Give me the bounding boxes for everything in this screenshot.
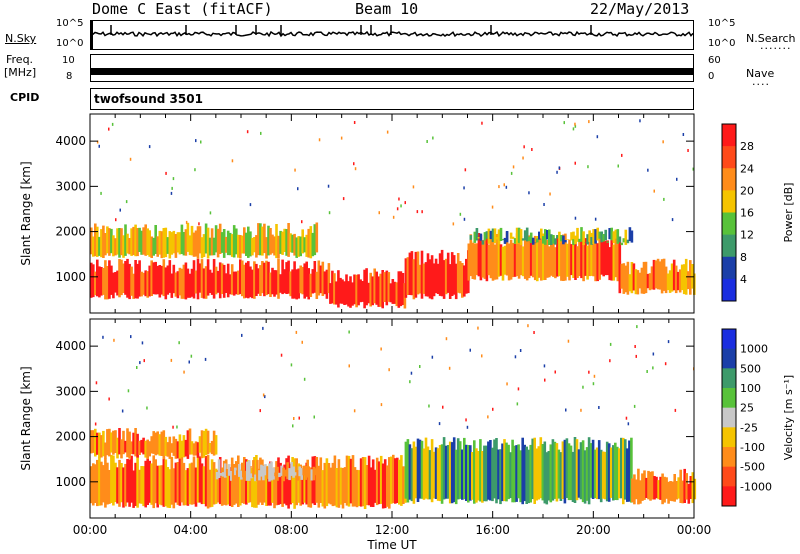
power-panel: 1000 2000 3000 4000 Slant Range [km] 28 24 20 16… xyxy=(19,113,795,314)
x-tick-label: 20:00 xyxy=(576,523,611,537)
nsearch-dots: ······· xyxy=(760,42,792,55)
y-tick-label: 1000 xyxy=(55,475,86,489)
nsky-line xyxy=(90,30,694,38)
scatter-specks xyxy=(96,119,694,226)
y-tick-label: 1000 xyxy=(55,270,86,284)
freq-band xyxy=(91,68,693,75)
cpid-label: CPID xyxy=(10,91,40,104)
colorbar-segment xyxy=(722,427,736,448)
echo-band-yellow xyxy=(90,222,319,259)
echo-band-gray xyxy=(215,459,318,482)
nsearch-label: N.Search xyxy=(746,32,796,45)
colorbar-tick-label: 16 xyxy=(740,207,754,220)
y-axis-label: Slant Range [km] xyxy=(19,366,33,470)
nave-dots: ···· xyxy=(752,78,770,91)
x-axis-label: Time UT xyxy=(366,538,417,552)
colorbar-segment xyxy=(722,212,736,236)
x-tick-label: 12:00 xyxy=(375,523,410,537)
freq-label: Freq. xyxy=(6,53,34,66)
colorbar-segment xyxy=(722,146,736,169)
colorbar-tick-label: 100 xyxy=(740,382,761,395)
colorbar-tick-label: 1000 xyxy=(740,343,768,356)
colorbar-tick-label: -500 xyxy=(740,461,765,474)
colorbar-title: Power [dB] xyxy=(782,183,795,243)
colorbar-tick-label: 28 xyxy=(740,140,754,153)
echo-band-red xyxy=(90,258,331,300)
y-tick-label: 2000 xyxy=(55,430,86,444)
colorbar-segment xyxy=(722,190,736,213)
nsky-label: N.Sky xyxy=(5,32,37,45)
colorbar-frame xyxy=(721,123,737,302)
x-tick-label: 08:00 xyxy=(274,523,309,537)
colorbar-segment xyxy=(722,168,736,191)
y-tick-label: 4000 xyxy=(55,339,86,353)
colorbar-segment xyxy=(722,329,736,350)
date-title: 22/May/2013 xyxy=(590,0,690,18)
y-tick-label: 4000 xyxy=(55,134,86,148)
colorbar-segment xyxy=(722,348,736,369)
freq-trace xyxy=(91,68,693,75)
velocity-panel: 1000 2000 3000 4000 Slant Range [km] 00:00 04:… xyxy=(19,318,795,552)
cpid-strip: twofsound 3501 xyxy=(90,88,694,110)
y-tick-label: 2000 xyxy=(55,225,86,239)
nsky-hi-label: 10^5 xyxy=(56,18,84,29)
program-label: twofsound 3501 xyxy=(94,92,203,106)
colorbar-tick-label: 12 xyxy=(740,229,754,242)
colorbar-tick-label: 4 xyxy=(740,273,747,286)
colorbar-segment xyxy=(722,234,736,258)
colorbar-tick-label: -1000 xyxy=(740,480,772,493)
colorbar-segment xyxy=(722,407,736,428)
freq-hi-label: 10 xyxy=(62,55,75,66)
echo-band-orange xyxy=(631,468,697,505)
nave-lo-label: 0 xyxy=(708,71,715,82)
colorbar-tick-label: 500 xyxy=(740,362,761,375)
echo-band-red xyxy=(404,249,470,300)
colorbar-tick-label: 24 xyxy=(740,162,754,175)
colorbar-segment xyxy=(722,447,736,468)
nsky-strip xyxy=(90,20,694,50)
colorbar-tick-label: -25 xyxy=(740,421,758,434)
colorbar-segment xyxy=(722,124,736,147)
freq-unit-label: [MHz] xyxy=(4,66,37,79)
x-tick-label: 04:00 xyxy=(173,523,208,537)
echo-band-teal xyxy=(469,227,634,246)
nsearch-hi-label: 10^5 xyxy=(708,18,736,29)
y-tick-label: 3000 xyxy=(55,384,86,398)
freq-strip xyxy=(90,54,694,82)
colorbar-tick-label: 8 xyxy=(740,251,747,264)
echo-band-red xyxy=(329,268,407,309)
colorbar-tick-label: -100 xyxy=(740,441,765,454)
beam-title: Beam 10 xyxy=(355,0,419,18)
colorbar-segment xyxy=(722,466,736,487)
colorbar-segment xyxy=(722,486,736,507)
colorbar-segment xyxy=(722,388,736,409)
nsky-lo-label: 10^0 xyxy=(56,38,84,49)
echo-band-orange xyxy=(90,428,218,460)
echo-band-teal xyxy=(404,437,633,505)
colorbar-segment xyxy=(722,278,736,302)
colorbar-segment xyxy=(722,256,736,280)
x-tick-label: 16:00 xyxy=(475,523,510,537)
echo-band-orange xyxy=(618,258,696,295)
station-title: Dome C East (fitACF) xyxy=(92,0,273,18)
colorbar-tick-label: 25 xyxy=(740,402,754,415)
scatter-specks xyxy=(94,324,695,429)
nave-label: Nave xyxy=(746,67,775,80)
colorbar-title: Velocity [m s⁻¹] xyxy=(782,375,795,460)
y-tick-label: 3000 xyxy=(55,179,86,193)
nsearch-lo-label: 10^0 xyxy=(708,38,736,49)
colorbar-segment xyxy=(722,368,736,389)
echo-band-orange xyxy=(467,231,622,282)
x-tick-label: 00:00 xyxy=(677,523,712,537)
nave-hi-label: 60 xyxy=(708,55,721,66)
freq-lo-label: 8 xyxy=(66,71,73,82)
nsky-trace xyxy=(90,21,694,49)
y-axis-label: Slant Range [km] xyxy=(19,161,33,265)
colorbar-tick-label: 20 xyxy=(740,184,754,197)
x-tick-label: 00:00 xyxy=(73,523,108,537)
colorbar-frame xyxy=(721,328,737,507)
echo-band-orange xyxy=(90,454,407,509)
